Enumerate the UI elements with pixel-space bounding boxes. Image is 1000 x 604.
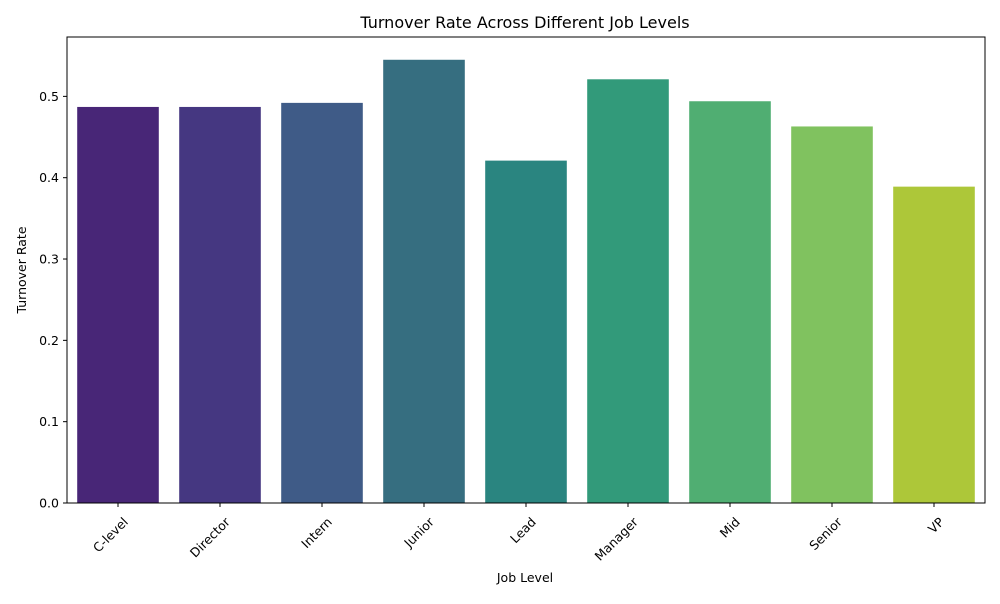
y-axis-ticks: 0.0 0.1 0.2 0.3 0.4 0.5: [39, 89, 67, 511]
bar-lead: [485, 160, 567, 503]
bar-director: [179, 106, 261, 503]
y-axis-label: Turnover Rate: [14, 226, 29, 314]
y-tick-label: 0.4: [39, 170, 59, 185]
bar-intern: [281, 102, 363, 504]
bar-junior: [383, 59, 465, 504]
bar-vp: [893, 186, 975, 503]
y-tick-label: 0.1: [39, 414, 59, 429]
bar-senior: [791, 126, 873, 503]
y-tick-label: 0.3: [39, 252, 59, 267]
y-tick-label: 0.5: [39, 89, 59, 104]
chart-title: Turnover Rate Across Different Job Level…: [359, 13, 689, 32]
bar-manager: [587, 79, 669, 503]
bars-layer: [77, 59, 975, 504]
y-tick-label: 0.2: [39, 333, 59, 348]
bar-mid: [689, 101, 771, 504]
x-axis-label: Job Level: [496, 570, 553, 585]
plot-frame: [66, 36, 986, 504]
y-tick-label: 0.0: [39, 496, 59, 511]
bar-c-level: [77, 106, 159, 503]
